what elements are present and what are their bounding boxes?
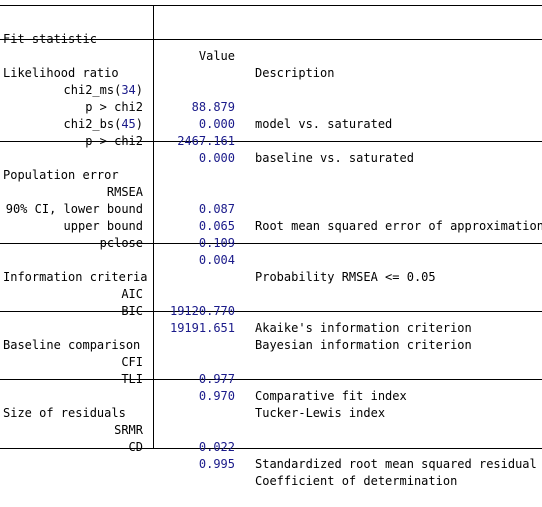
- row-description: Probability RMSEA <= 0.05: [255, 270, 436, 284]
- stat-df: 45: [121, 117, 136, 131]
- table-header-row: Fit statistic Value Description: [0, 14, 542, 80]
- section-title: Information criteria: [3, 270, 148, 284]
- table-top-rule: [0, 5, 542, 6]
- table-row: upper bound 0.109: [0, 201, 542, 250]
- row-value: 0.970: [198, 389, 235, 403]
- row-value: 0.000: [198, 151, 235, 165]
- table-row: pclose 0.004 Probability RMSEA <= 0.05: [0, 218, 542, 284]
- row-statistic: chi2_bs(45): [0, 116, 143, 133]
- section-separator-rule: [0, 141, 542, 142]
- row-statistic: chi2_ms(34): [0, 82, 143, 99]
- row-statistic: SRMR: [114, 423, 143, 437]
- row-description: Tucker-Lewis index: [255, 406, 386, 420]
- table-row: RMSEA 0.087 Root mean squared error of a…: [0, 167, 542, 233]
- fit-statistics-table: Fit statistic Value Description Likeliho…: [0, 5, 542, 488]
- row-value: 19120.770: [169, 304, 235, 318]
- row-value: 0.022: [198, 440, 235, 454]
- table-row: CD 0.995 Coefficient of determination: [0, 422, 542, 488]
- section-title: Likelihood ratio: [3, 66, 119, 80]
- row-statistic: CD: [128, 440, 143, 454]
- header-fit-statistic: Fit statistic: [3, 32, 97, 46]
- stat-suffix: ): [135, 83, 143, 97]
- table-row: AIC 19120.770 Akaike's information crite…: [0, 269, 542, 335]
- table-row: chi2_ms(34) 88.879 model vs. saturated: [0, 65, 542, 131]
- row-value: 88.879: [191, 100, 235, 114]
- section-separator-rule: [0, 379, 542, 380]
- section-title: Size of residuals: [3, 406, 126, 420]
- header-separator-rule: [0, 39, 542, 40]
- stat-df: 34: [121, 83, 136, 97]
- row-statistic: pclose: [99, 236, 143, 250]
- table-row: chi2_bs(45) 2467.161 baseline vs. satura…: [0, 99, 542, 165]
- section-title-row: Population error: [0, 150, 542, 182]
- row-statistic: p > chi2: [85, 100, 143, 114]
- row-description: model vs. saturated: [255, 117, 393, 131]
- section-title-row: Baseline comparison: [0, 320, 542, 352]
- row-statistic: CFI: [121, 355, 143, 369]
- stat-prefix: chi2_bs(: [63, 117, 122, 131]
- table-row: SRMR 0.022 Standardized root mean square…: [0, 405, 542, 471]
- row-description: Comparative fit index: [255, 389, 407, 403]
- table-row: p > chi2 0.000: [0, 116, 542, 165]
- header-description: Description: [255, 66, 335, 80]
- header-value: Value: [198, 49, 235, 63]
- section-title-row: Information criteria: [0, 252, 542, 284]
- row-statistic: upper bound: [63, 219, 143, 233]
- row-value: 2467.161: [177, 134, 235, 148]
- row-value: 0.065: [198, 219, 235, 233]
- row-value: 0.977: [198, 372, 235, 386]
- table-row: TLI 0.970 Tucker-Lewis index: [0, 354, 542, 420]
- table-row: 90% CI, lower bound 0.065: [0, 184, 542, 233]
- row-statistic: RMSEA: [106, 185, 143, 199]
- section-title: Baseline comparison: [3, 338, 141, 352]
- row-statistic: 90% CI, lower bound: [5, 202, 143, 216]
- row-description: Bayesian information criterion: [255, 338, 472, 352]
- table-bottom-rule: [0, 448, 542, 449]
- row-description: Root mean squared error of approximation: [255, 219, 542, 233]
- row-value: 0.087: [198, 202, 235, 216]
- row-statistic: TLI: [121, 372, 143, 386]
- row-value: 0.995: [198, 457, 235, 471]
- table-row: CFI 0.977 Comparative fit index: [0, 337, 542, 403]
- table-row: BIC 19191.651 Bayesian information crite…: [0, 286, 542, 352]
- row-statistic: AIC: [121, 287, 143, 301]
- row-description: Coefficient of determination: [255, 474, 458, 488]
- stat-prefix: chi2_ms(: [63, 83, 122, 97]
- row-description: Akaike's information criterion: [255, 321, 472, 335]
- row-statistic: BIC: [121, 304, 143, 318]
- section-title: Population error: [3, 168, 119, 182]
- row-value: 19191.651: [169, 321, 235, 335]
- section-title-row: Likelihood ratio: [0, 48, 542, 80]
- row-statistic: p > chi2: [85, 134, 143, 148]
- table-row: p > chi2 0.000: [0, 82, 542, 131]
- section-title-row: Size of residuals: [0, 388, 542, 420]
- row-description: Standardized root mean squared residual: [255, 457, 537, 471]
- column-separator-rule: [153, 5, 154, 449]
- row-description: baseline vs. saturated: [255, 151, 414, 165]
- row-value: 0.000: [198, 117, 235, 131]
- section-separator-rule: [0, 243, 542, 244]
- row-value: 0.109: [198, 236, 235, 250]
- section-separator-rule: [0, 311, 542, 312]
- stat-suffix: ): [135, 117, 143, 131]
- row-value: 0.004: [198, 253, 235, 267]
